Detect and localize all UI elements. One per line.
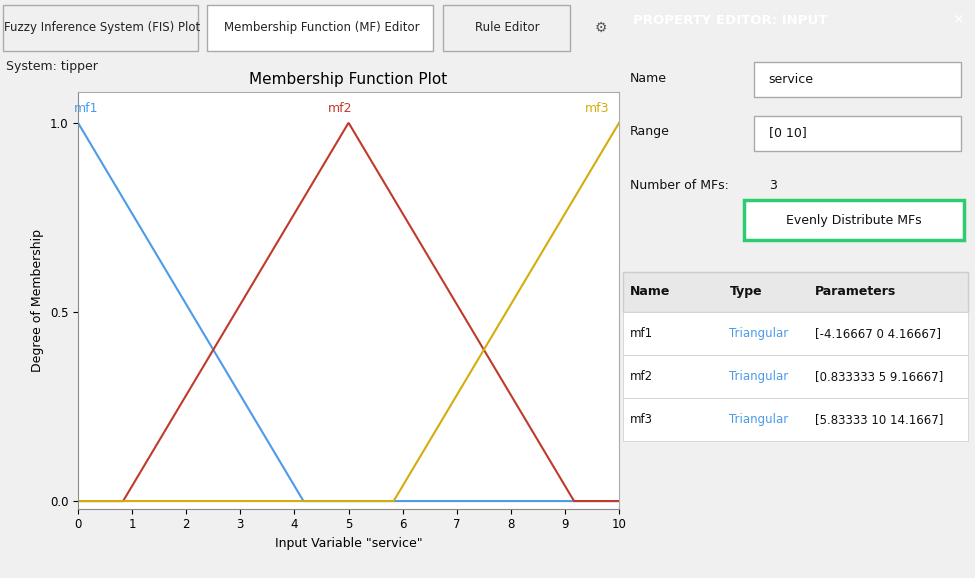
Text: 3: 3: [768, 179, 776, 192]
Text: mf2: mf2: [630, 370, 653, 383]
Text: mf2: mf2: [329, 102, 353, 115]
FancyBboxPatch shape: [755, 62, 960, 97]
Text: Name: Name: [630, 286, 670, 298]
Text: ✕: ✕: [953, 13, 964, 27]
Text: Triangular: Triangular: [729, 327, 789, 340]
Text: Type: Type: [729, 286, 762, 298]
Text: Triangular: Triangular: [729, 370, 789, 383]
FancyBboxPatch shape: [744, 200, 964, 240]
FancyBboxPatch shape: [3, 5, 198, 50]
Text: Number of MFs:: Number of MFs:: [630, 179, 728, 192]
Text: service: service: [768, 73, 813, 86]
Text: mf1: mf1: [630, 327, 653, 340]
FancyBboxPatch shape: [623, 312, 968, 355]
FancyBboxPatch shape: [623, 272, 968, 312]
Text: Membership Function (MF) Editor: Membership Function (MF) Editor: [224, 21, 420, 34]
Text: mf3: mf3: [630, 413, 653, 426]
Text: Fuzzy Inference System (FIS) Plot: Fuzzy Inference System (FIS) Plot: [4, 21, 200, 34]
Text: mf3: mf3: [585, 102, 609, 115]
Title: Membership Function Plot: Membership Function Plot: [250, 72, 448, 87]
FancyBboxPatch shape: [755, 116, 960, 151]
FancyBboxPatch shape: [623, 398, 968, 441]
Text: [-4.16667 0 4.16667]: [-4.16667 0 4.16667]: [815, 327, 941, 340]
FancyBboxPatch shape: [623, 355, 968, 398]
Text: Evenly Distribute MFs: Evenly Distribute MFs: [786, 214, 921, 227]
Text: PROPERTY EDITOR: INPUT: PROPERTY EDITOR: INPUT: [634, 14, 828, 27]
FancyBboxPatch shape: [443, 5, 569, 50]
FancyBboxPatch shape: [208, 5, 433, 50]
Text: [5.83333 10 14.1667]: [5.83333 10 14.1667]: [815, 413, 943, 426]
Text: Rule Editor: Rule Editor: [476, 21, 540, 34]
Text: Parameters: Parameters: [815, 286, 896, 298]
Text: mf1: mf1: [74, 102, 98, 115]
Text: System: tipper: System: tipper: [6, 60, 98, 73]
Text: Triangular: Triangular: [729, 413, 789, 426]
Text: [0.833333 5 9.16667]: [0.833333 5 9.16667]: [815, 370, 943, 383]
Text: [0 10]: [0 10]: [768, 127, 806, 139]
X-axis label: Input Variable "service": Input Variable "service": [275, 537, 422, 550]
Text: Name: Name: [630, 72, 667, 84]
Y-axis label: Degree of Membership: Degree of Membership: [31, 229, 44, 372]
Text: ⚙: ⚙: [595, 20, 606, 35]
Text: Range: Range: [630, 125, 670, 138]
